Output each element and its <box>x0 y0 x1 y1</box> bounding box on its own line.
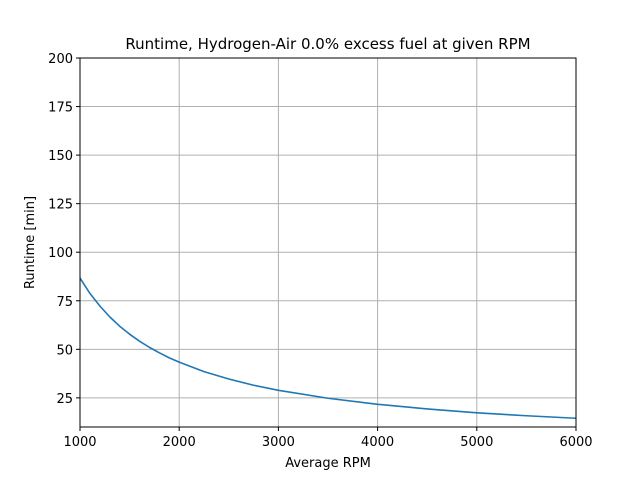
y-axis-label: Runtime [min] <box>23 196 38 289</box>
y-tick-label: 175 <box>48 101 73 116</box>
y-tick-label: 200 <box>48 52 73 67</box>
y-tick-label: 125 <box>48 198 73 213</box>
x-tick-label: 1000 <box>63 435 96 450</box>
y-tick-label: 150 <box>48 149 73 164</box>
axis-ticks: 1000 2000 3000 4000 5000 6000 25 50 75 100 125 150 1… <box>48 52 592 450</box>
x-tick-label: 2000 <box>163 435 196 450</box>
y-tick-label: 25 <box>56 392 73 407</box>
y-tick-label: 50 <box>56 343 73 358</box>
grid-lines <box>79 57 577 427</box>
series-layer <box>79 277 577 420</box>
runtime-series-line <box>79 277 577 420</box>
x-axis-label: Average RPM <box>285 456 371 471</box>
y-tick-label: 75 <box>56 295 73 310</box>
y-tick-label: 100 <box>48 246 73 261</box>
x-tick-label: 5000 <box>460 435 493 450</box>
x-tick-label: 3000 <box>262 435 295 450</box>
chart-title: Runtime, Hydrogen-Air 0.0% excess fuel a… <box>125 35 530 53</box>
x-tick-label: 4000 <box>361 435 394 450</box>
plot-frame <box>79 57 577 428</box>
x-tick-label: 6000 <box>559 435 592 450</box>
